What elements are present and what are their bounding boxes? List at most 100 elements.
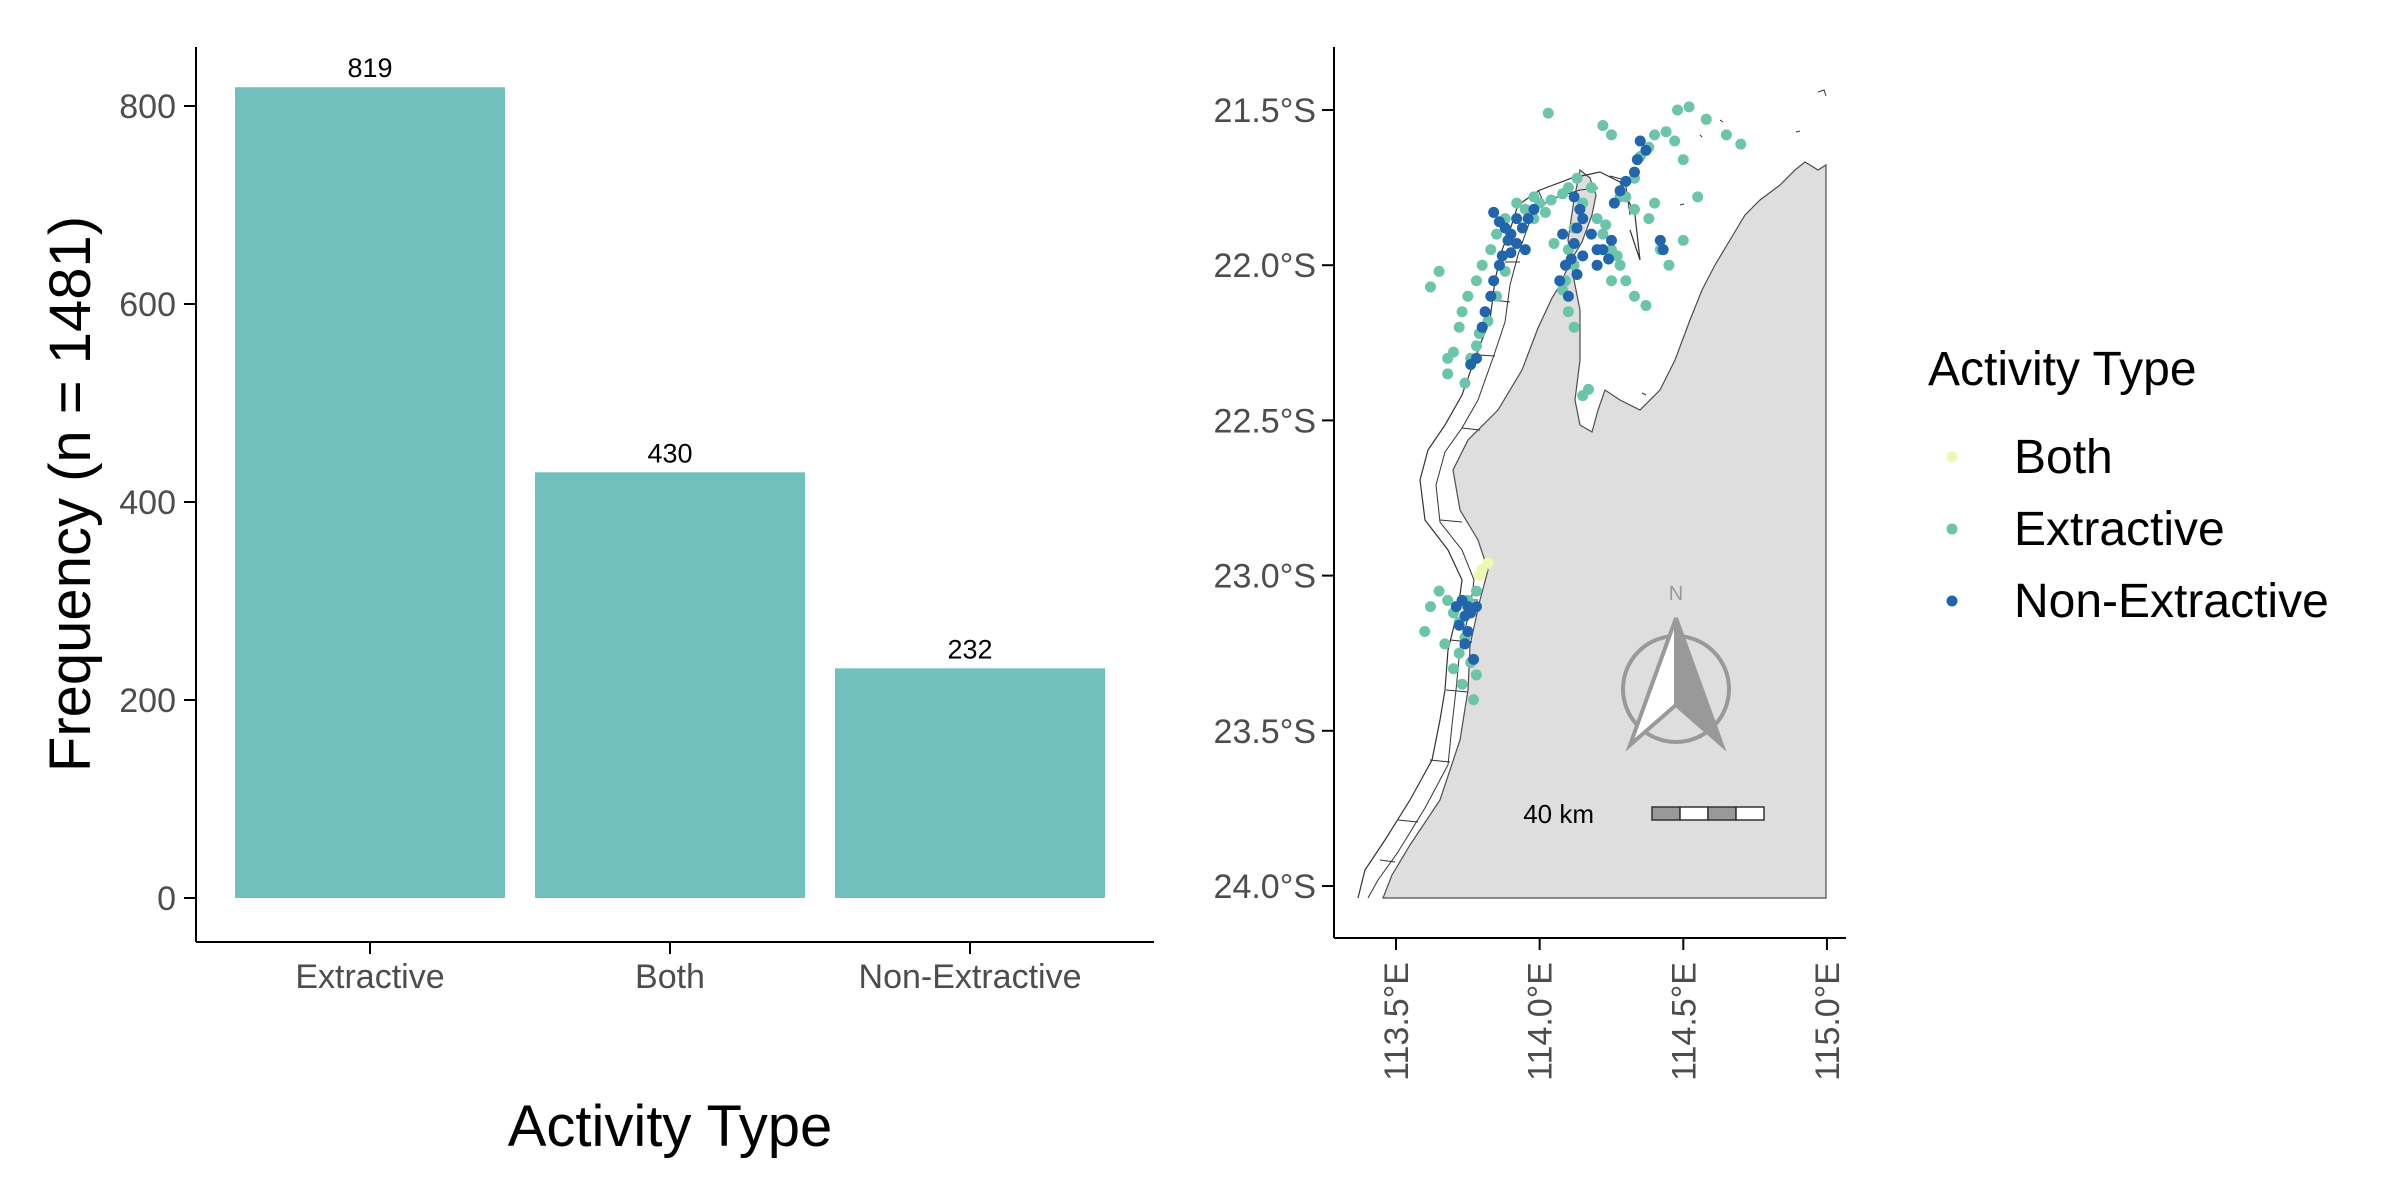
point-extractive	[1456, 306, 1468, 318]
point-extractive	[1562, 182, 1574, 194]
point-non-extractive	[1597, 244, 1609, 256]
point-extractive	[1605, 129, 1617, 141]
point-extractive	[1456, 678, 1468, 690]
land-mass	[1382, 161, 1827, 899]
point-extractive	[1433, 265, 1445, 277]
map-y-tick-label: 22.5°S	[1214, 402, 1316, 440]
point-extractive	[1539, 206, 1551, 218]
point-extractive	[1649, 197, 1661, 209]
point-extractive	[1476, 259, 1488, 271]
point-non-extractive	[1634, 135, 1646, 147]
bar-data-labels: 819 430 232	[347, 53, 992, 664]
point-non-extractive	[1605, 234, 1617, 246]
point-extractive	[1439, 638, 1451, 650]
map-x-tick-label: 115.0°E	[1809, 962, 1847, 1081]
point-both	[1473, 570, 1485, 582]
north-arrow-label: N	[1669, 583, 1683, 605]
bar-y-ticks: 0 200 400 600 800	[119, 88, 196, 918]
legend-key-non-extractive	[1946, 595, 1958, 607]
bar-chart: 819 430 232 0 200 400 600 800 Extractive Both No…	[38, 47, 1154, 1159]
point-extractive	[1677, 234, 1689, 246]
point-non-extractive	[1450, 601, 1462, 613]
legend-label-non-extractive: Non-Extractive	[2014, 575, 2329, 628]
point-non-extractive	[1608, 197, 1620, 209]
point-extractive	[1447, 663, 1459, 675]
scale-bar-segment-1	[1651, 806, 1681, 821]
point-non-extractive	[1620, 175, 1632, 187]
point-extractive	[1470, 275, 1482, 287]
point-non-extractive	[1485, 290, 1497, 302]
point-extractive	[1470, 669, 1482, 681]
point-non-extractive	[1557, 228, 1569, 240]
bar-y-tick-label: 0	[157, 880, 176, 918]
legend-label-extractive: Extractive	[2014, 503, 2225, 556]
north-arrow-right-half	[1674, 617, 1727, 752]
point-extractive	[1605, 275, 1617, 287]
point-non-extractive	[1568, 237, 1580, 249]
point-extractive	[1424, 281, 1436, 293]
point-non-extractive	[1511, 237, 1523, 249]
point-extractive	[1442, 368, 1454, 380]
bar-x-tick-label: Non-Extractive	[859, 958, 1082, 996]
bar-both	[535, 472, 805, 898]
legend-key-both	[1946, 451, 1958, 463]
legend-key-extractive	[1946, 523, 1958, 535]
scale-bar-segment-3	[1707, 806, 1737, 821]
bar-y-tick-label: 400	[119, 484, 176, 522]
bar-data-label-non-extractive: 232	[947, 634, 992, 664]
point-extractive	[1470, 585, 1482, 597]
bar-y-tick-label: 600	[119, 286, 176, 324]
scale-bar-segment-4	[1735, 806, 1765, 821]
map-y-tick-label: 24.0°S	[1214, 868, 1316, 906]
point-non-extractive	[1571, 269, 1583, 281]
bar-data-label-both: 430	[647, 438, 692, 468]
point-extractive	[1571, 172, 1583, 184]
map-y-tick-label: 23.5°S	[1214, 713, 1316, 751]
point-non-extractive	[1654, 234, 1666, 246]
point-non-extractive	[1628, 166, 1640, 178]
point-extractive	[1470, 340, 1482, 352]
point-extractive	[1468, 694, 1480, 706]
point-extractive	[1585, 182, 1597, 194]
point-non-extractive	[1574, 203, 1586, 215]
point-extractive	[1628, 290, 1640, 302]
point-extractive	[1700, 113, 1712, 125]
point-extractive	[1735, 138, 1747, 150]
point-extractive	[1614, 259, 1626, 271]
point-extractive	[1591, 213, 1603, 225]
bar-non-extractive	[835, 668, 1105, 898]
bar-x-tick-label: Both	[635, 958, 705, 996]
point-non-extractive	[1476, 321, 1488, 333]
legend-items: Both Extractive Non-Extractive	[1946, 431, 2329, 628]
point-extractive	[1568, 321, 1580, 333]
bar-x-tick-label: Extractive	[295, 958, 444, 996]
point-non-extractive	[1468, 653, 1480, 665]
point-extractive	[1611, 250, 1623, 262]
point-extractive	[1663, 259, 1675, 271]
point-non-extractive	[1470, 601, 1482, 613]
point-non-extractive	[1560, 259, 1572, 271]
point-non-extractive	[1631, 154, 1643, 166]
point-non-extractive	[1453, 619, 1465, 631]
point-extractive	[1600, 219, 1612, 231]
point-extractive	[1424, 601, 1436, 613]
point-extractive	[1628, 203, 1640, 215]
scale-bar-segment-2	[1679, 806, 1709, 821]
point-extractive	[1582, 383, 1594, 395]
point-extractive	[1519, 203, 1531, 215]
point-extractive	[1720, 129, 1732, 141]
point-non-extractive	[1479, 306, 1491, 318]
point-non-extractive	[1496, 250, 1508, 262]
point-non-extractive	[1465, 359, 1477, 371]
legend: Activity Type Both Extractive Non-Extracti…	[1928, 343, 2329, 628]
scale-bar-label: 40 km	[1523, 799, 1594, 829]
point-non-extractive	[1528, 203, 1540, 215]
north-arrow: N	[1621, 583, 1731, 752]
bar-x-axis-title: Activity Type	[508, 1094, 833, 1159]
point-extractive	[1597, 120, 1609, 132]
point-non-extractive	[1459, 638, 1471, 650]
point-non-extractive	[1585, 228, 1597, 240]
point-non-extractive	[1554, 275, 1566, 287]
point-extractive	[1442, 594, 1454, 606]
